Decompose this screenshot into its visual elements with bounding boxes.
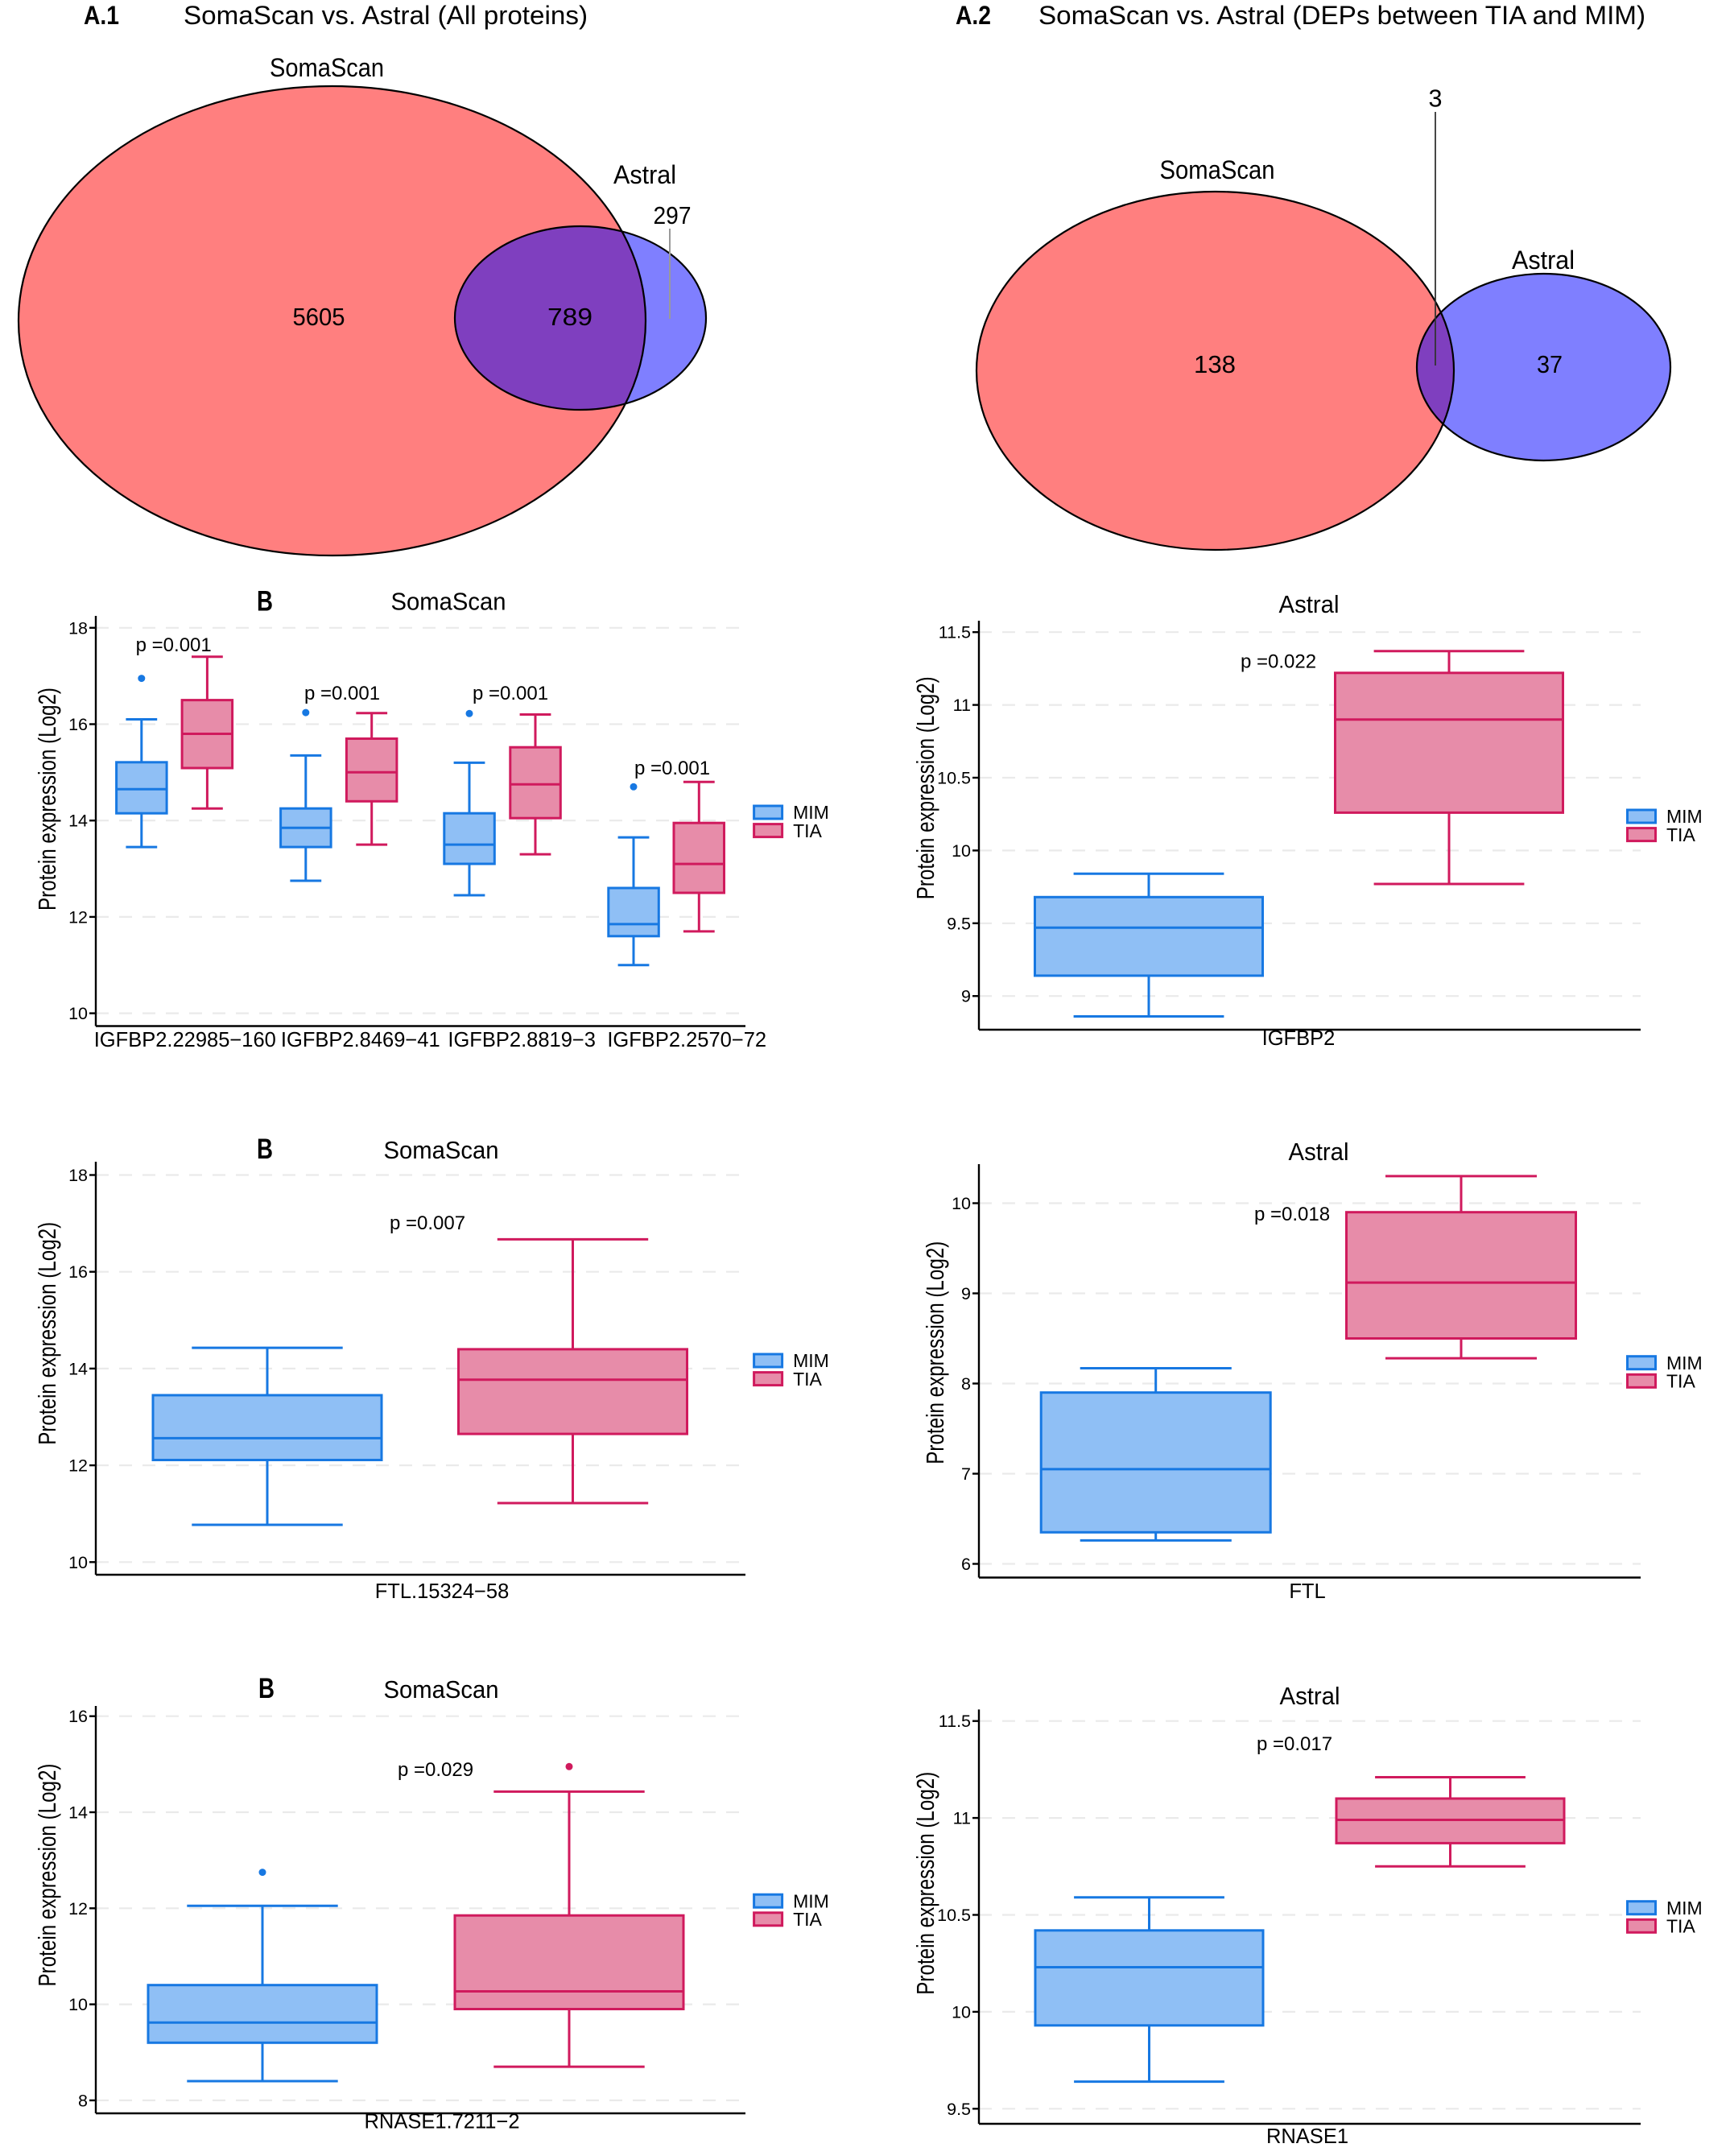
- svg-text:789: 789: [547, 303, 592, 331]
- svg-text:SomaScan: SomaScan: [384, 1675, 499, 1704]
- svg-text:MIM: MIM: [1666, 1353, 1703, 1373]
- svg-text:9.5: 9.5: [947, 2100, 971, 2119]
- svg-text:5605: 5605: [293, 303, 345, 331]
- svg-text:RNASE1: RNASE1: [1266, 2125, 1348, 2148]
- svg-text:11.5: 11.5: [939, 1712, 971, 1731]
- svg-text:p =0.018: p =0.018: [1254, 1204, 1330, 1225]
- svg-text:12: 12: [68, 907, 88, 927]
- svg-text:p =0.017: p =0.017: [1257, 1733, 1332, 1755]
- svg-text:297: 297: [654, 201, 692, 229]
- svg-text:12: 12: [68, 1899, 88, 1919]
- svg-text:TIA: TIA: [1666, 1916, 1695, 1937]
- svg-text:Astral: Astral: [1289, 1138, 1349, 1166]
- svg-text:FTL.15324−58: FTL.15324−58: [375, 1580, 510, 1603]
- svg-text:A.2: A.2: [956, 1, 991, 30]
- svg-text:16: 16: [68, 1262, 88, 1282]
- svg-text:p =0.001: p =0.001: [304, 683, 380, 704]
- svg-text:p =0.029: p =0.029: [398, 1759, 473, 1781]
- svg-text:7: 7: [961, 1464, 971, 1484]
- svg-text:3: 3: [1429, 85, 1443, 113]
- svg-text:IGFBP2.22985−160: IGFBP2.22985−160: [94, 1029, 276, 1051]
- svg-text:11.5: 11.5: [939, 623, 971, 642]
- svg-text:16: 16: [68, 1707, 88, 1726]
- svg-text:p =0.022: p =0.022: [1241, 651, 1316, 673]
- svg-text:MIM: MIM: [1666, 1898, 1703, 1919]
- svg-text:p =0.001: p =0.001: [473, 683, 548, 704]
- svg-text:p =0.001: p =0.001: [634, 758, 710, 779]
- svg-text:p =0.001: p =0.001: [136, 634, 212, 656]
- svg-text:FTL: FTL: [1289, 1580, 1325, 1603]
- svg-text:B: B: [257, 1134, 273, 1165]
- svg-text:RNASE1.7211−2: RNASE1.7211−2: [364, 2111, 519, 2133]
- svg-text:SomaScan: SomaScan: [270, 53, 384, 82]
- svg-text:Astral: Astral: [1512, 246, 1575, 275]
- svg-text:10: 10: [68, 1004, 88, 1023]
- svg-text:8: 8: [961, 1374, 971, 1394]
- svg-text:p =0.007: p =0.007: [390, 1212, 465, 1234]
- svg-text:Protein expression (Log2): Protein expression (Log2): [911, 676, 939, 899]
- svg-text:A.1: A.1: [84, 1, 119, 30]
- svg-text:14: 14: [68, 1359, 88, 1378]
- svg-text:SomaScan: SomaScan: [1160, 155, 1275, 184]
- svg-text:10.5: 10.5: [937, 1906, 971, 1925]
- svg-text:12: 12: [68, 1456, 88, 1476]
- svg-text:Astral: Astral: [1280, 1682, 1340, 1710]
- svg-text:14: 14: [68, 812, 88, 831]
- svg-text:TIA: TIA: [793, 1369, 822, 1390]
- svg-text:B: B: [257, 586, 273, 617]
- svg-text:9: 9: [961, 1284, 971, 1303]
- svg-text:18: 18: [68, 618, 88, 638]
- svg-text:TIA: TIA: [1666, 824, 1695, 845]
- svg-text:10: 10: [952, 1194, 971, 1213]
- svg-text:10: 10: [68, 1995, 88, 2014]
- svg-text:IGFBP2.8819−3: IGFBP2.8819−3: [448, 1029, 596, 1051]
- svg-text:11: 11: [953, 1809, 971, 1828]
- svg-text:10: 10: [952, 2002, 971, 2022]
- svg-text:Protein expression (Log2): Protein expression (Log2): [33, 1764, 61, 1987]
- svg-text:IGFBP2: IGFBP2: [1262, 1027, 1336, 1050]
- svg-text:Astral: Astral: [1279, 590, 1340, 618]
- svg-text:MIM: MIM: [793, 1350, 829, 1371]
- svg-text:SomaScan: SomaScan: [391, 587, 506, 615]
- svg-text:16: 16: [68, 715, 88, 734]
- svg-text:Protein expression (Log2): Protein expression (Log2): [33, 1222, 61, 1445]
- svg-text:Astral: Astral: [613, 160, 676, 189]
- svg-text:SomaScan: SomaScan: [384, 1136, 499, 1164]
- svg-text:TIA: TIA: [793, 820, 822, 841]
- svg-text:Protein expression (Log2): Protein expression (Log2): [921, 1241, 949, 1464]
- svg-text:10: 10: [68, 1553, 88, 1572]
- svg-text:138: 138: [1194, 350, 1236, 378]
- svg-text:SomaScan vs. Astral (DEPs betw: SomaScan vs. Astral (DEPs between TIA an…: [1038, 1, 1645, 30]
- svg-text:14: 14: [68, 1803, 88, 1823]
- svg-text:9.5: 9.5: [947, 914, 971, 933]
- svg-text:6: 6: [961, 1555, 971, 1574]
- svg-text:MIM: MIM: [1666, 806, 1703, 827]
- svg-text:10.5: 10.5: [937, 769, 971, 788]
- svg-text:11: 11: [953, 696, 971, 715]
- svg-text:MIM: MIM: [793, 1890, 829, 1911]
- svg-text:MIM: MIM: [793, 802, 829, 823]
- svg-text:Protein expression (Log2): Protein expression (Log2): [33, 688, 61, 911]
- svg-text:8: 8: [78, 2091, 88, 2110]
- svg-text:IGFBP2.8469−41: IGFBP2.8469−41: [281, 1029, 440, 1051]
- svg-text:Protein expression (Log2): Protein expression (Log2): [911, 1772, 939, 1995]
- svg-text:10: 10: [952, 841, 971, 861]
- svg-text:SomaScan vs. Astral (All prote: SomaScan vs. Astral (All proteins): [184, 1, 588, 30]
- svg-text:TIA: TIA: [793, 1909, 822, 1930]
- svg-text:18: 18: [68, 1166, 88, 1185]
- svg-text:B: B: [258, 1673, 275, 1704]
- svg-text:IGFBP2.2570−72: IGFBP2.2570−72: [607, 1029, 766, 1051]
- svg-text:TIA: TIA: [1666, 1371, 1695, 1392]
- svg-text:9: 9: [961, 987, 971, 1006]
- svg-text:37: 37: [1537, 350, 1563, 378]
